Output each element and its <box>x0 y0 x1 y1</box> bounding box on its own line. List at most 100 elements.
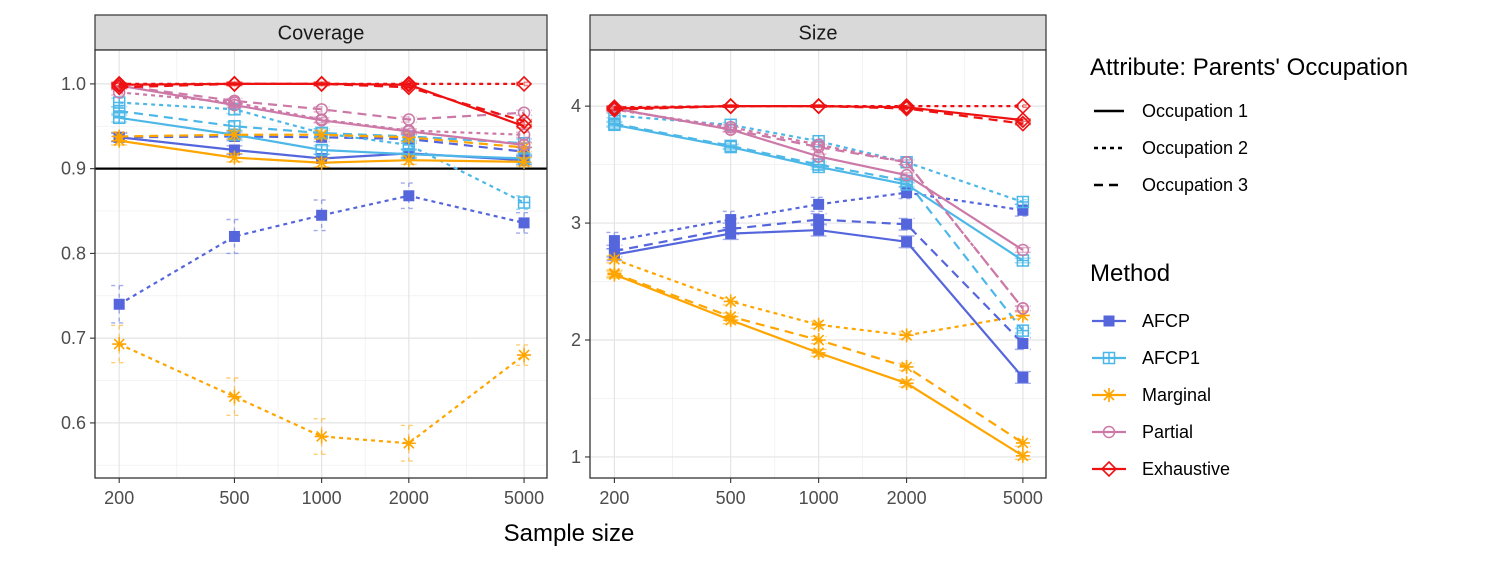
size-afcp-occupation-3-line <box>614 218 1024 345</box>
coverage-y-axis: 0.6 0.7 0.8 0.9 1.0 <box>61 74 95 433</box>
size-afcp-occupation-3-point-200 <box>608 245 620 257</box>
linetype-legend: Occupation 1 Occupation 2 Occupation 3 <box>1094 101 1248 195</box>
size-x-tick-label: 2000 <box>887 488 927 508</box>
size-marginal-occupation-2-point-500 <box>723 294 738 309</box>
size-marginal-occupation-1-point-5000 <box>1015 448 1030 463</box>
method-legend-label: Partial <box>1142 422 1193 442</box>
coverage-afcp1-occupation-2-point-5000 <box>517 196 531 209</box>
size-exhaustive-occupation-2-point-5000 <box>1014 97 1031 115</box>
coverage-exhaustive-occupation-2-point-2000 <box>400 75 417 93</box>
coverage-y-tick-label: 0.6 <box>61 413 86 433</box>
coverage-afcp-occupation-2-errorbar <box>313 199 330 232</box>
method-legend-item-afcp1: AFCP1 <box>1092 348 1200 368</box>
linetype-legend-label: Occupation 1 <box>1142 101 1248 121</box>
coverage-marginal-occupation-2-series <box>111 324 533 462</box>
coverage-strip-title: Coverage <box>278 23 365 45</box>
coverage-afcp-occupation-2-point-200 <box>113 298 125 310</box>
coverage-afcp-occupation-2-point-2000 <box>403 190 415 202</box>
size-afcp-occupation-3-point-5000 <box>1017 338 1029 350</box>
size-marginal-occupation-3-point-500 <box>723 309 738 324</box>
size-y-tick-label: 2 <box>571 330 581 350</box>
coverage-marginal-occupation-1-point-1000 <box>314 155 329 170</box>
size-afcp1-occupation-3-point-500 <box>724 139 737 153</box>
size-afcp-occupation-2-point-2000 <box>901 187 913 199</box>
size-exhaustive-occupation-2-line <box>614 105 1023 109</box>
size-x-tick-label: 5000 <box>1003 488 1043 508</box>
size-exhaustive-occupation-1-point-5000 <box>1014 112 1031 129</box>
coverage-y-tick-label: 0.7 <box>61 328 86 348</box>
size-exhaustive-occupation-2-point-200 <box>606 99 623 116</box>
size-x-tick-label: 1000 <box>799 488 839 508</box>
size-marginal-occupation-3-point-1000 <box>811 333 826 348</box>
coverage-x-tick-label: 200 <box>104 488 134 508</box>
size-exhaustive-occupation-3-line <box>614 105 1024 125</box>
coverage-x-tick-label: 5000 <box>504 488 544 508</box>
linetype-legend-item-occupation-1: Occupation 1 <box>1094 101 1248 121</box>
linetype-legend-item-occupation-2: Occupation 2 <box>1094 138 1248 158</box>
coverage-marginal-occupation-1-point-500 <box>227 150 242 165</box>
linetype-legend-label: Occupation 3 <box>1142 175 1248 195</box>
size-afcp1-occupation-3-point-5000 <box>1016 324 1030 337</box>
method-legend-label: Exhaustive <box>1142 459 1230 479</box>
size-exhaustive-occupation-3-series <box>606 97 1031 132</box>
size-afcp1-occupation-2-point-5000 <box>1016 195 1030 209</box>
method-legend-item-marginal: Marginal <box>1092 385 1211 405</box>
coverage-afcp-occupation-2-point-1000 <box>316 209 328 221</box>
size-marginal-occupation-2-series <box>606 252 1031 343</box>
coverage-y-tick-label: 0.8 <box>61 243 86 263</box>
size-partial-occupation-3-point-500 <box>724 123 737 136</box>
size-afcp-occupation-3-point-1000 <box>813 214 825 226</box>
size-afcp-occupation-3-series <box>606 213 1031 351</box>
size-afcp-occupation-3-point-2000 <box>901 218 913 230</box>
size-x-axis: 200 500 1000 2000 5000 <box>599 478 1043 508</box>
coverage-marginal-occupation-2-point-5000 <box>517 348 532 363</box>
method-legend-label: AFCP <box>1142 311 1190 331</box>
method-legend-label: Marginal <box>1142 385 1211 405</box>
size-marginal-occupation-2-point-2000 <box>899 328 914 343</box>
coverage-marginal-occupation-3-point-500 <box>227 127 242 142</box>
coverage-marginal-occupation-2-point-2000 <box>401 436 416 451</box>
size-afcp-occupation-1-point-1000 <box>813 224 825 236</box>
size-marginal-occupation-1-point-1000 <box>811 345 826 360</box>
size-marginal-occupation-3-point-200 <box>607 266 622 281</box>
coverage-afcp-occupation-2-point-500 <box>228 230 240 242</box>
size-marginal-occupation-3-point-2000 <box>899 359 914 374</box>
coverage-exhaustive-occupation-3-point-5000 <box>515 113 533 130</box>
size-x-tick-label: 500 <box>716 488 746 508</box>
method-legend-title: Method <box>1090 260 1170 287</box>
coverage-y-tick-label: 1.0 <box>61 74 86 94</box>
coverage-y-tick-label: 0.9 <box>61 159 86 179</box>
size-marginal-occupation-3-series <box>606 266 1031 450</box>
size-x-tick-label: 200 <box>599 488 629 508</box>
method-legend-label: AFCP1 <box>1142 348 1200 368</box>
coverage-marginal-occupation-2-point-200 <box>112 337 127 352</box>
size-afcp1-occupation-3-series <box>606 117 1031 337</box>
coverage-series <box>111 75 533 462</box>
legend: Attribute: Parents' Occupation Occupatio… <box>1090 54 1408 479</box>
size-partial-occupation-1-point-2000 <box>900 168 913 182</box>
coverage-x-tick-label: 2000 <box>389 488 429 508</box>
size-afcp-occupation-2-point-1000 <box>813 198 825 210</box>
coverage-partial-occupation-3-point-500 <box>228 94 241 108</box>
coverage-afcp1-occupation-1-point-1000 <box>315 143 328 157</box>
size-partial-occupation-3-point-1000 <box>812 140 825 154</box>
size-exhaustive-occupation-3-point-200 <box>606 101 623 118</box>
size-afcp-occupation-3-point-500 <box>725 223 737 235</box>
coverage-partial-occupation-3-point-2000 <box>402 113 416 126</box>
coverage-marginal-occupation-3-point-1000 <box>314 127 329 142</box>
size-y-tick-label: 3 <box>571 213 581 233</box>
size-afcp1-occupation-3-point-200 <box>608 117 621 130</box>
coverage-partial-occupation-1-point-5000 <box>517 138 531 152</box>
coverage-exhaustive-occupation-2-point-200 <box>111 75 128 93</box>
linetype-legend-item-occupation-3: Occupation 3 <box>1094 175 1248 195</box>
size-afcp-occupation-2-point-500 <box>725 214 737 226</box>
method-legend-key-marker <box>1102 351 1116 365</box>
size-y-tick-label: 1 <box>571 447 581 467</box>
coverage-afcp1-occupation-3-point-200 <box>112 104 126 118</box>
method-legend-key-marker <box>1100 460 1118 478</box>
size-exhaustive-occupation-3-point-5000 <box>1014 115 1031 132</box>
method-legend-item-afcp: AFCP <box>1092 311 1190 331</box>
coverage-partial-occupation-2-series <box>111 86 533 142</box>
coverage-marginal-occupation-2-point-1000 <box>314 429 329 444</box>
